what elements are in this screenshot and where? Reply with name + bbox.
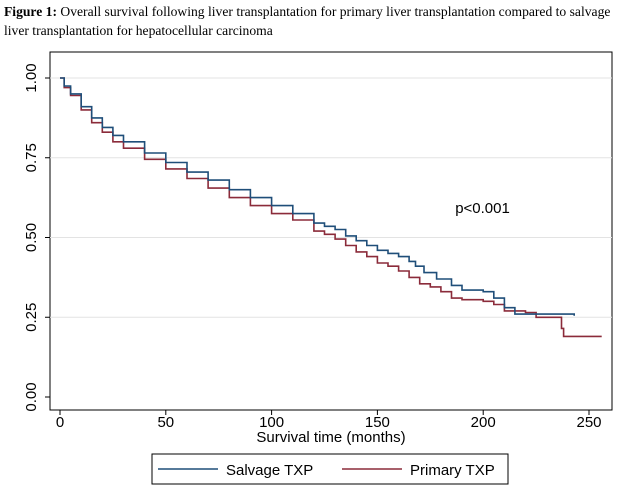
y-tick-label-2: 0.50	[23, 223, 40, 252]
plot-frame	[49, 51, 613, 411]
x-tick-label-0: 0	[56, 414, 64, 431]
x-tick-label-3: 150	[365, 414, 390, 431]
figure-label: Figure 1:	[4, 4, 57, 19]
legend-label-primary-txp: Primary TXP	[410, 462, 495, 479]
figure-caption-text: Overall survival following liver transpl…	[4, 4, 611, 38]
x-tick-label-4: 200	[471, 414, 496, 431]
curve-salvage-txp	[60, 77, 575, 316]
x-tick-label-5: 250	[576, 414, 601, 431]
curve-primary-txp	[60, 77, 602, 338]
legend: Salvage TXP Primary TXP	[151, 453, 509, 485]
x-tick-label-1: 50	[157, 414, 174, 431]
figure-caption: Figure 1: Overall survival following liv…	[4, 2, 630, 40]
y-tick-label-4: 1.00	[23, 63, 40, 92]
y-tick-label-1: 0.25	[23, 303, 40, 332]
plot-area: 0.00 0.25 0.50 0.75 1.00 0 50 100 150 200 250 Survi…	[23, 51, 613, 446]
x-axis-title: Survival time (months)	[256, 429, 405, 446]
legend-label-salvage-txp: Salvage TXP	[226, 462, 313, 479]
y-tick-label-0: 0.00	[23, 382, 40, 411]
y-tick-label-3: 0.75	[23, 143, 40, 172]
x-tick-label-2: 100	[259, 414, 284, 431]
annotation-pvalue: p<0.001	[455, 200, 510, 217]
